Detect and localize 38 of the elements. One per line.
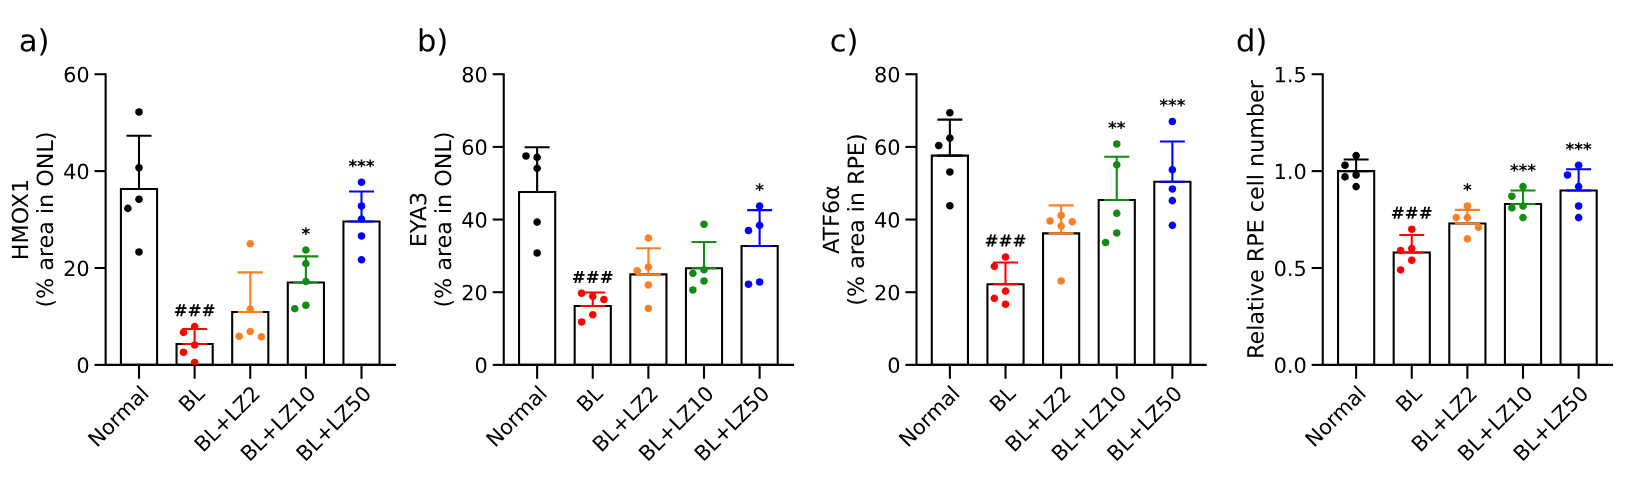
y-tick-label: 40 [64, 163, 89, 180]
y-axis-title: Relative RPE cell number [1246, 80, 1264, 357]
annotation: ** [1108, 121, 1126, 129]
y-tick-label: 20 [462, 284, 487, 301]
y-tick-label: 0.5 [1275, 260, 1305, 277]
y-tick-label: 60 [462, 139, 487, 156]
chart-title: b) [419, 28, 446, 56]
y-tick-label: 20 [875, 284, 900, 301]
annotation: * [1463, 183, 1472, 191]
y-tick-label: 0 [77, 357, 89, 374]
y-tick-label: 1.5 [1275, 66, 1305, 83]
annotation: ### [572, 270, 613, 283]
y-tick-label: 60 [64, 66, 89, 83]
annotation: *** [1565, 142, 1592, 151]
chart-title: c) [831, 28, 856, 56]
y-tick-label: 20 [64, 260, 89, 277]
annotation: *** [348, 159, 375, 168]
annotation: * [301, 227, 310, 236]
y-tick-label: 1.0 [1275, 163, 1306, 180]
annotation: * [755, 183, 764, 192]
y-axis-title: HMOX1 (% area in ONL) [11, 133, 56, 306]
y-tick-label: 0 [888, 357, 900, 374]
annotation: ### [174, 304, 215, 317]
y-tick-label: 80 [875, 66, 900, 83]
y-tick-label: 40 [875, 212, 900, 228]
y-tick-label: 60 [875, 139, 900, 156]
annotation: ### [985, 234, 1026, 247]
chart-title: a) [20, 28, 47, 56]
annotation: *** [1159, 98, 1186, 107]
y-axis-title: EYA3 (% area in ONL) [409, 133, 455, 306]
annotation: *** [1510, 163, 1536, 172]
y-axis-title: ATF6α (% area in RPE) [822, 135, 867, 304]
y-tick-label: 0 [475, 357, 487, 374]
y-tick-label: 40 [462, 212, 487, 228]
annotation: ### [1391, 206, 1432, 219]
y-tick-label: 80 [462, 66, 487, 83]
chart-title: d) [1237, 28, 1265, 56]
y-tick-label: 0.0 [1275, 357, 1306, 374]
